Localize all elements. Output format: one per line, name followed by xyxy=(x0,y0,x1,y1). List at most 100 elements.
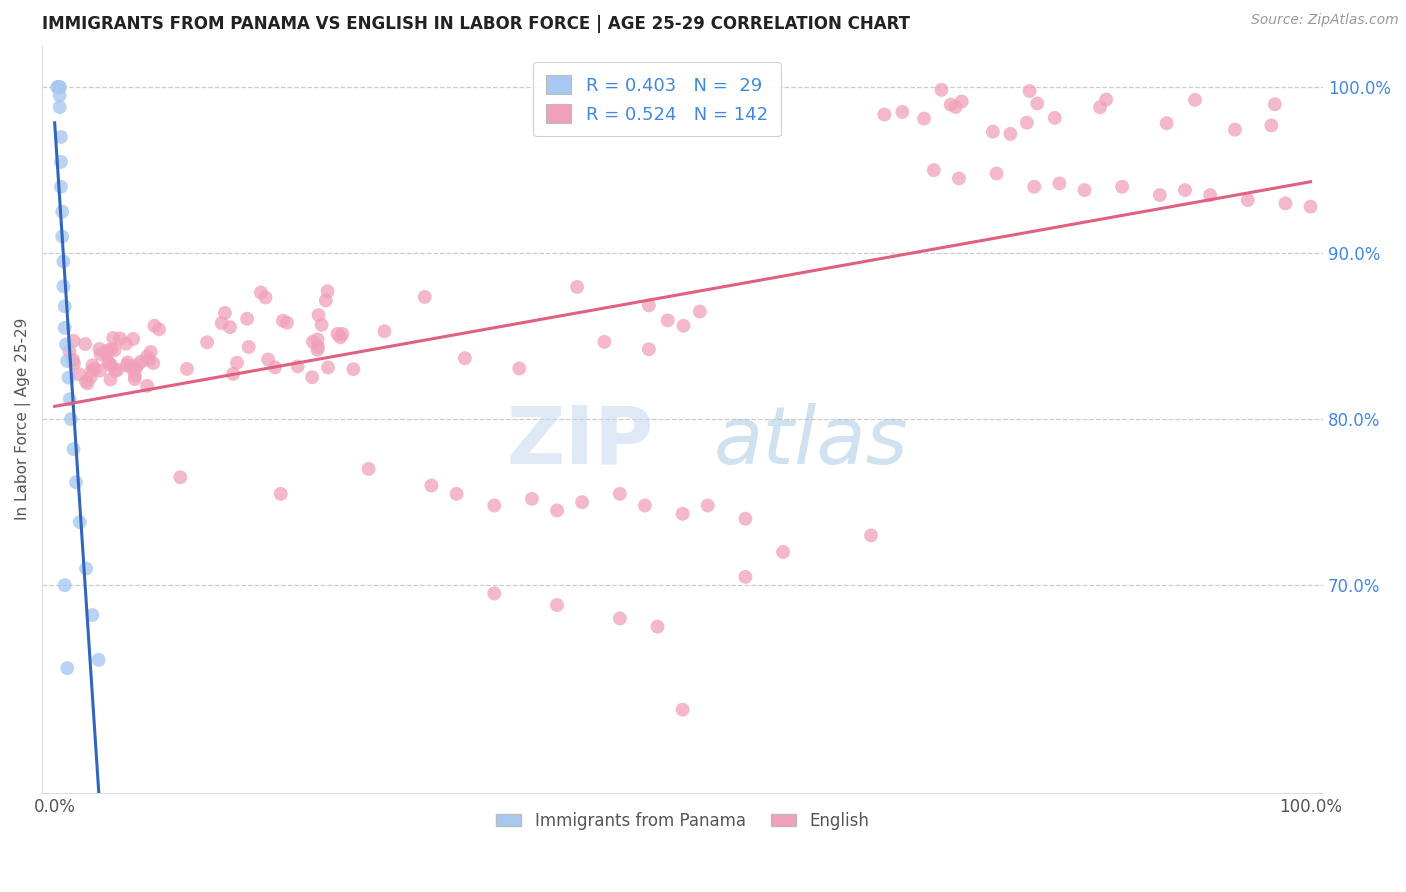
Point xyxy=(236,311,259,326)
Point xyxy=(104,363,127,377)
Point xyxy=(58,370,80,384)
Point xyxy=(571,495,593,509)
Point xyxy=(270,487,292,501)
Point xyxy=(1156,116,1178,130)
Point xyxy=(308,308,330,322)
Point xyxy=(250,285,273,300)
Point xyxy=(330,326,353,341)
Point xyxy=(484,586,506,600)
Point xyxy=(316,285,339,299)
Point xyxy=(948,171,970,186)
Point xyxy=(634,499,657,513)
Point xyxy=(49,154,72,169)
Point xyxy=(1264,97,1286,112)
Point xyxy=(772,545,794,559)
Point xyxy=(1043,111,1066,125)
Point xyxy=(420,478,443,492)
Legend: Immigrants from Panama, English: Immigrants from Panama, English xyxy=(489,805,876,837)
Point xyxy=(1024,179,1046,194)
Point xyxy=(950,95,973,109)
Point xyxy=(609,487,631,501)
Text: Source: ZipAtlas.com: Source: ZipAtlas.com xyxy=(1251,13,1399,28)
Point xyxy=(413,290,436,304)
Point xyxy=(981,125,1004,139)
Point xyxy=(117,355,139,369)
Point xyxy=(100,372,122,386)
Point xyxy=(82,608,104,623)
Point xyxy=(98,356,121,370)
Point xyxy=(565,280,588,294)
Point xyxy=(287,359,309,374)
Point xyxy=(657,313,679,327)
Point xyxy=(546,503,568,517)
Point xyxy=(647,620,669,634)
Point xyxy=(315,293,337,308)
Point xyxy=(69,515,91,529)
Point xyxy=(82,359,104,373)
Point xyxy=(484,499,506,513)
Point xyxy=(326,326,349,341)
Point xyxy=(696,499,718,513)
Point xyxy=(142,356,165,370)
Point xyxy=(51,204,73,219)
Point xyxy=(83,362,105,376)
Point xyxy=(1015,115,1038,129)
Text: IMMIGRANTS FROM PANAMA VS ENGLISH IN LABOR FORCE | AGE 25-29 CORRELATION CHART: IMMIGRANTS FROM PANAMA VS ENGLISH IN LAB… xyxy=(42,15,910,33)
Point xyxy=(48,80,70,95)
Point xyxy=(59,392,82,407)
Point xyxy=(49,179,72,194)
Point xyxy=(96,343,118,358)
Point xyxy=(63,356,86,370)
Point xyxy=(1174,183,1197,197)
Point xyxy=(51,229,73,244)
Point xyxy=(48,80,70,95)
Point xyxy=(1236,193,1258,207)
Point xyxy=(65,475,87,490)
Point xyxy=(307,340,329,354)
Point xyxy=(211,316,233,330)
Point xyxy=(48,80,70,95)
Point xyxy=(1095,93,1118,107)
Point xyxy=(986,166,1008,180)
Point xyxy=(922,163,945,178)
Point xyxy=(115,336,138,351)
Point xyxy=(75,561,97,575)
Point xyxy=(609,611,631,625)
Point xyxy=(53,299,76,313)
Point xyxy=(1184,93,1206,107)
Point xyxy=(48,80,70,95)
Point xyxy=(734,570,756,584)
Point xyxy=(48,100,70,114)
Point xyxy=(62,334,84,348)
Point xyxy=(53,321,76,335)
Point xyxy=(80,370,103,384)
Point xyxy=(1274,196,1296,211)
Point xyxy=(593,334,616,349)
Point xyxy=(276,316,298,330)
Point xyxy=(214,306,236,320)
Point xyxy=(357,462,380,476)
Point xyxy=(520,491,543,506)
Point xyxy=(446,487,468,501)
Point xyxy=(1026,96,1049,111)
Point xyxy=(316,360,339,375)
Point xyxy=(90,347,112,361)
Point xyxy=(124,368,146,383)
Text: ZIP: ZIP xyxy=(506,402,654,481)
Text: atlas: atlas xyxy=(713,402,908,481)
Point xyxy=(136,379,159,393)
Point xyxy=(859,528,882,542)
Point xyxy=(1111,179,1133,194)
Point xyxy=(59,412,82,426)
Point xyxy=(307,343,329,357)
Point xyxy=(873,107,896,121)
Point xyxy=(1018,84,1040,98)
Point xyxy=(1000,127,1022,141)
Point xyxy=(226,356,249,370)
Point xyxy=(301,370,323,384)
Point xyxy=(342,362,364,376)
Point xyxy=(125,361,148,376)
Point xyxy=(912,112,935,126)
Point xyxy=(195,335,218,350)
Point xyxy=(120,360,142,375)
